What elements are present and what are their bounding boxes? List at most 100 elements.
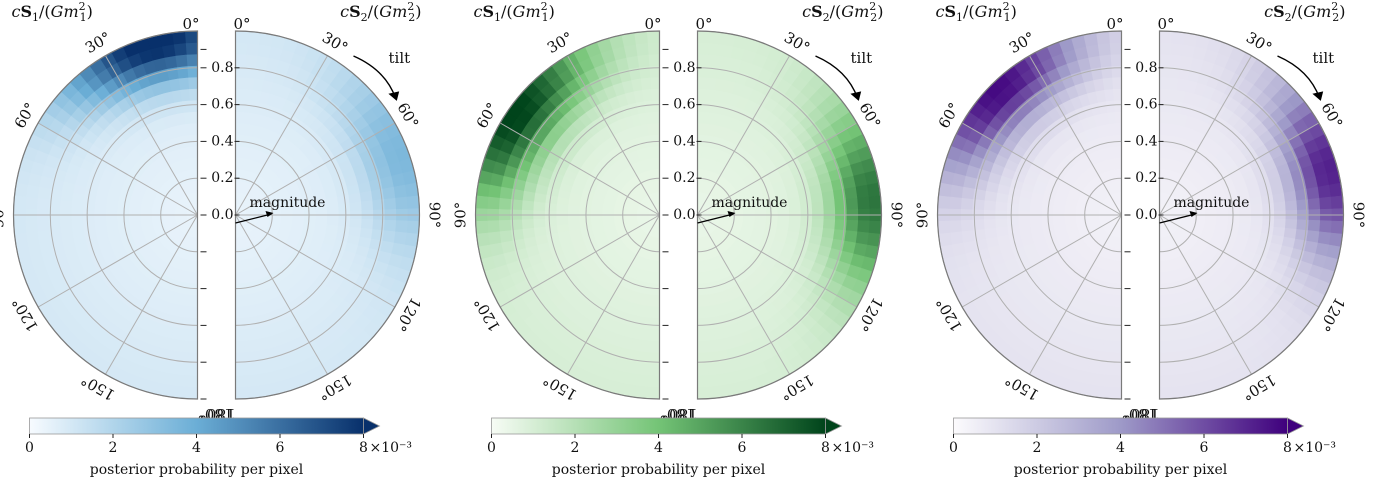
right-heatmap-cell (1262, 202, 1275, 212)
colorbar-tick-label: 6 (276, 440, 285, 456)
right-heatmap-cell (1159, 76, 1170, 90)
right-heatmap-cell (697, 294, 705, 308)
right-heatmap-cell (372, 219, 386, 231)
right-heatmap-cell (1169, 362, 1183, 376)
left-heatmap-cell (1105, 317, 1115, 331)
left-heatmap-cell (994, 201, 1008, 212)
right-heatmap-cell (406, 195, 420, 210)
right-heatmap-cell (822, 200, 836, 211)
left-heatmap-cell (509, 199, 523, 211)
right-heatmap-cell (235, 53, 248, 67)
left-grid-spoke (37, 214, 198, 308)
right-heatmap (234, 30, 421, 400)
magnitude-tick-label: 0.4 (211, 133, 233, 149)
left-heatmap-cell (1113, 317, 1122, 331)
right-heatmap-cell (1273, 218, 1287, 229)
magnitude-label: magnitude (1174, 195, 1250, 211)
left-heatmap-cell (1108, 386, 1122, 400)
right-heatmap-cell (1165, 305, 1175, 319)
right-heatmap-cell (868, 220, 882, 235)
tilt-tick-label: 60° (393, 99, 422, 131)
left-heatmap-cell (186, 352, 198, 365)
left-heatmap-cell (983, 190, 998, 203)
left-heatmap-cell (521, 219, 535, 230)
right-heatmap-cell (868, 195, 882, 210)
left-heatmap-cell (171, 31, 186, 45)
tilt-tick-label: 90° (914, 202, 932, 229)
left-heatmap-cell (635, 42, 649, 56)
right-heatmap-cell (697, 317, 706, 331)
left-heatmap-cell (960, 219, 974, 233)
panel-purple: 0°30°60°90°120°150°180°0°30°60°90°120°15… (914, 15, 1368, 478)
colorbar-tick-label: 4 (654, 440, 663, 456)
right-heatmap-cell (247, 385, 262, 399)
left-heatmap-cell (533, 192, 547, 204)
right-heatmap-cell (235, 272, 241, 285)
right-heatmap-cell (235, 42, 248, 55)
left-heatmap-cell (25, 184, 40, 199)
colorbar-scale: ×10⁻³ (1294, 440, 1337, 456)
left-heatmap-cell (1106, 305, 1116, 319)
right-heatmap-cell (360, 219, 374, 230)
left-heatmap-cell (646, 386, 660, 400)
panel-green: 0°30°60°90°120°150°180°0°30°60°90°120°15… (452, 15, 906, 478)
right-heatmap-cell (708, 374, 722, 388)
magnitude-tick-label: 0.6 (673, 97, 695, 113)
left-heatmap-cell (1101, 339, 1114, 354)
right-heatmap-cell (845, 219, 859, 233)
right-heatmap-cell (1261, 194, 1275, 205)
left-heatmap-cell (983, 219, 997, 230)
left-heatmap-cell (1113, 99, 1122, 113)
magnitude-tick-label: 0.2 (673, 170, 695, 186)
left-heatmap-cell (498, 197, 512, 211)
colorbar-tick-label: 4 (1116, 440, 1125, 456)
magnitude-tick-label: 0.0 (211, 207, 233, 223)
right-heatmap-cell (697, 283, 704, 296)
left-heatmap-cell (509, 219, 523, 231)
tilt-arrowhead (1312, 91, 1324, 101)
left-heatmap-cell (937, 220, 951, 235)
panel-blue: 0°30°60°90°120°150°180°0°30°60°90°120°15… (0, 15, 444, 478)
left-heatmap-cell (47, 199, 61, 211)
tilt-tick-label: 0° (1158, 15, 1175, 33)
right-heatmap-cell (697, 306, 706, 319)
magnitude-label: magnitude (712, 195, 788, 211)
magnitude-tick-label: 0.4 (673, 133, 695, 149)
right-heatmap-cell (235, 65, 247, 78)
right-heatmap-cell (235, 88, 245, 101)
right-heatmap-cell (1167, 328, 1178, 342)
magnitude-tick-label: 0.0 (1135, 207, 1157, 223)
right-heatmap-cell (1159, 53, 1172, 67)
right-heatmap-cell (348, 192, 362, 204)
right-heatmap-cell (834, 219, 848, 231)
left-heatmap-cell (36, 197, 50, 211)
left-heatmap-cell (1110, 352, 1122, 365)
left-heatmap-cell (647, 53, 660, 67)
left-panel-title: cS1/(Gm2 1) (474, 0, 555, 24)
left-heatmap-cell (648, 65, 660, 78)
left-heatmap-cell (486, 196, 500, 210)
left-heatmap-cell (1111, 76, 1122, 90)
left-heatmap-cell (590, 207, 603, 214)
left-heatmap-cell (649, 76, 660, 90)
right-heatmap-cell (704, 317, 714, 331)
left-heatmap-cell (13, 195, 27, 210)
left-heatmap-cell (171, 385, 186, 399)
left-heatmap-cell (1109, 363, 1122, 377)
right-heatmap-cell (834, 199, 848, 211)
left-heatmap-cell (59, 219, 73, 230)
right-heatmap-cell (1317, 184, 1332, 199)
right-heatmap-cell (799, 194, 813, 205)
right-heatmap-cell (243, 328, 254, 342)
left-heatmap-cell (1097, 374, 1111, 388)
right-heatmap-cell (697, 53, 710, 67)
colorbar-gradient (953, 417, 1288, 435)
left-heatmap-cell (189, 99, 198, 113)
left-heatmap-cell (654, 272, 660, 285)
right-heatmap-cell (822, 219, 836, 230)
colorbar-tick-label: 8 (359, 440, 368, 456)
tilt-tick-label: 30° (1243, 28, 1275, 57)
left-heatmap-cell (82, 194, 96, 205)
right-heatmap-cell (1307, 197, 1321, 211)
